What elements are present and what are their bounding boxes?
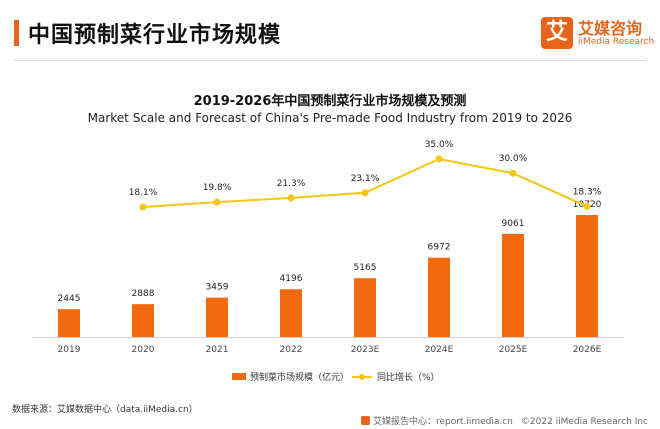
bar-label-2021: 3459 bbox=[206, 283, 229, 293]
x-tick-label-2021: 2021 bbox=[206, 345, 229, 355]
growth-point-2025E bbox=[509, 169, 517, 177]
growth-label-2024E: 35.0% bbox=[425, 140, 454, 150]
legend-swatch-bar bbox=[232, 373, 246, 380]
growth-point-2026E bbox=[583, 202, 591, 210]
bar-2020 bbox=[132, 304, 154, 337]
bar-2023E bbox=[354, 278, 376, 337]
growth-label-2020: 18.1% bbox=[129, 188, 158, 198]
growth-point-2021 bbox=[213, 198, 221, 206]
growth-point-2023E bbox=[361, 189, 369, 197]
legend-label-line: 同比增长（%） bbox=[377, 371, 440, 383]
logo-name-en: iiMedia Research bbox=[578, 37, 655, 47]
x-tick-label-2022: 2022 bbox=[280, 345, 303, 355]
x-tick-label-2024E: 2024E bbox=[425, 345, 454, 355]
bar-label-2020: 2888 bbox=[132, 289, 155, 299]
x-tick-label-2026E: 2026E bbox=[573, 345, 602, 355]
growth-label-2026E: 18.3% bbox=[573, 187, 602, 197]
bar-2026E bbox=[576, 215, 598, 337]
bar-label-2019: 2445 bbox=[58, 294, 81, 304]
logo-mark: 艾 bbox=[541, 17, 573, 49]
legend-swatch-line-marker bbox=[359, 374, 365, 380]
footer: 艾媒报告中心：report.iimedia.cn ©2022 iiMedia Re… bbox=[360, 414, 648, 427]
growth-point-2020 bbox=[139, 203, 147, 211]
logo-name-cn: 艾媒咨询 bbox=[578, 19, 643, 38]
growth-point-2022 bbox=[287, 194, 295, 202]
chart-subtitle: Market Scale and Forecast of China's Pre… bbox=[87, 111, 573, 125]
x-tick-label-2025E: 2025E bbox=[499, 345, 528, 355]
x-tick-label-2019: 2019 bbox=[58, 345, 81, 355]
data-source: 数据来源：艾媒数据中心（data.iiMedia.cn） bbox=[12, 405, 198, 415]
bar-label-2023E: 5165 bbox=[354, 263, 377, 273]
growth-label-2022: 21.3% bbox=[277, 179, 306, 189]
page-title: 中国预制菜行业市场规模 bbox=[28, 23, 282, 48]
footer-report: 艾媒报告中心：report.iimedia.cn bbox=[372, 417, 513, 427]
bar-label-2024E: 6972 bbox=[428, 243, 451, 253]
bar-2024E bbox=[428, 257, 450, 337]
growth-point-2024E bbox=[435, 155, 443, 163]
iimedia-logo: 艾 艾媒咨询 iiMedia Research bbox=[541, 14, 655, 54]
title-accent-bar bbox=[14, 20, 19, 46]
chart-title: 2019-2026年中国预制菜行业市场规模及预测 bbox=[193, 94, 467, 109]
growth-label-2025E: 30.0% bbox=[499, 154, 528, 164]
x-tick-label-2020: 2020 bbox=[132, 345, 155, 355]
report-center-icon bbox=[360, 416, 370, 425]
bar-label-2025E: 9061 bbox=[502, 219, 525, 229]
bar-2022 bbox=[280, 289, 302, 337]
growth-label-2021: 19.8% bbox=[203, 183, 232, 193]
bar-2025E bbox=[502, 233, 524, 337]
bar-label-2022: 4196 bbox=[280, 274, 303, 284]
bar-2019 bbox=[58, 309, 80, 337]
x-tick-label-2023E: 2023E bbox=[351, 345, 380, 355]
bar-2021 bbox=[206, 297, 228, 337]
header-divider bbox=[14, 60, 646, 61]
footer-copyright: ©2022 iiMedia Research Inc bbox=[520, 417, 648, 427]
legend-label-bar: 预制菜市场规模（亿元） bbox=[250, 371, 349, 383]
growth-label-2023E: 23.1% bbox=[351, 174, 380, 184]
